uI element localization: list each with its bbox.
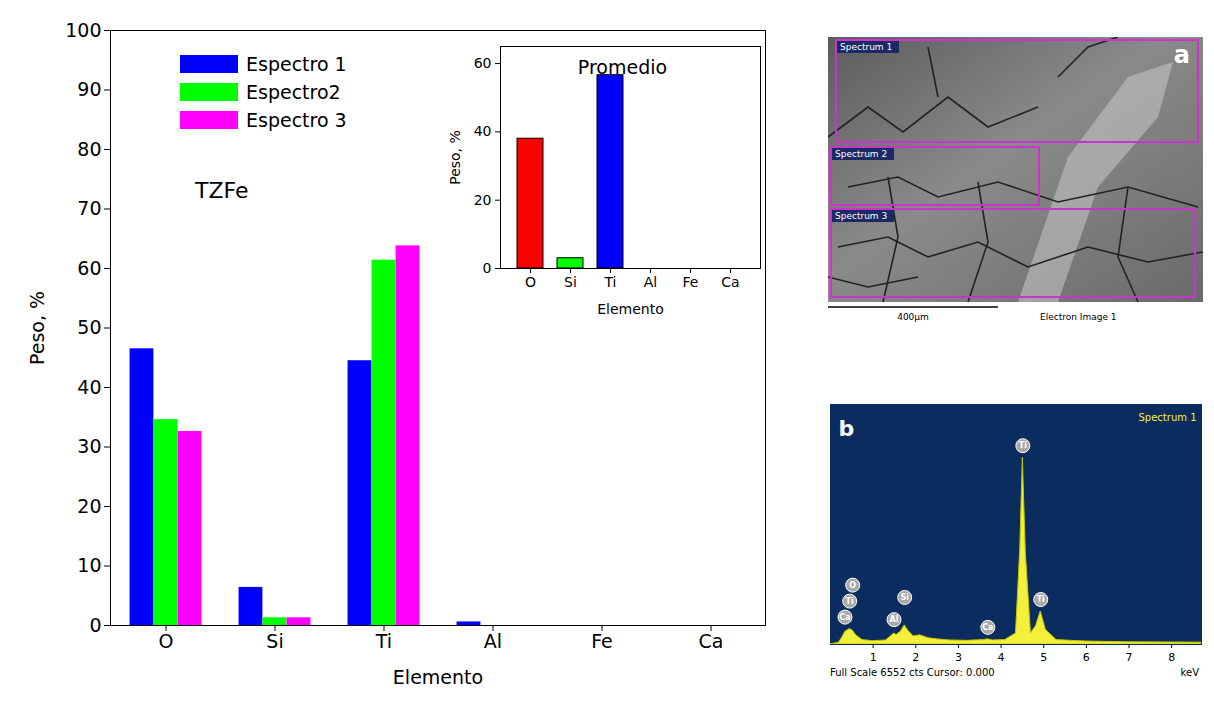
svg-text:80: 80: [77, 138, 101, 160]
svg-text:O: O: [525, 274, 536, 290]
svg-text:Ti: Ti: [375, 630, 392, 652]
svg-text:Ca: Ca: [699, 630, 724, 652]
svg-text:Si: Si: [900, 593, 909, 602]
svg-text:Fe: Fe: [591, 630, 613, 652]
svg-text:Spectrum 3: Spectrum 3: [835, 211, 887, 221]
svg-text:2: 2: [912, 651, 919, 664]
svg-text:6: 6: [1083, 651, 1090, 664]
svg-text:O: O: [849, 581, 856, 590]
svg-text:Ti: Ti: [1019, 441, 1027, 450]
html-text:TZFe: TZFe: [195, 178, 249, 203]
html-text:Espectro 1: Espectro 1: [246, 53, 347, 75]
svg-text:40: 40: [474, 123, 492, 139]
svg-text:7: 7: [1126, 651, 1133, 664]
svg-text:Al: Al: [644, 274, 657, 290]
svg-text:90: 90: [77, 78, 101, 100]
svg-text:Spectrum 1: Spectrum 1: [1139, 412, 1197, 423]
svg-text:Electron Image 1: Electron Image 1: [1040, 312, 1117, 322]
svg-text:50: 50: [77, 316, 101, 338]
svg-text:Ti: Ti: [846, 597, 854, 606]
svg-text:3: 3: [955, 651, 962, 664]
html-text:Espectro2: Espectro2: [246, 81, 341, 103]
svg-text:a: a: [1174, 41, 1190, 69]
svg-text:70: 70: [77, 197, 101, 219]
html-text:Espectro 3: Espectro 3: [246, 109, 347, 131]
svg-text:Peso, %: Peso, %: [26, 291, 48, 365]
svg-text:Fe: Fe: [683, 274, 699, 290]
svg-text:10: 10: [77, 554, 101, 576]
svg-text:5: 5: [1040, 651, 1047, 664]
svg-text:Ti: Ti: [603, 274, 616, 290]
html-text:Full Scale 6552 cts Cursor: 0.: Full Scale 6552 cts Cursor: 0.000: [830, 667, 995, 678]
svg-text:20: 20: [77, 495, 101, 517]
svg-text:Al: Al: [890, 615, 899, 624]
svg-text:0: 0: [89, 614, 101, 636]
svg-text:40: 40: [77, 376, 101, 398]
svg-text:b: b: [839, 416, 855, 441]
svg-text:Si: Si: [266, 630, 283, 652]
svg-text:1: 1: [870, 651, 877, 664]
svg-text:Elemento: Elemento: [597, 301, 664, 317]
svg-text:100: 100: [65, 19, 101, 41]
svg-text:Si: Si: [564, 274, 577, 290]
svg-text:400µm: 400µm: [897, 312, 929, 322]
svg-text:Promedio: Promedio: [578, 56, 667, 78]
svg-text:Ca: Ca: [721, 274, 739, 290]
svg-text:Spectrum 1: Spectrum 1: [840, 42, 892, 52]
svg-text:Spectrum 2: Spectrum 2: [835, 149, 887, 159]
svg-text:Ca: Ca: [982, 623, 993, 632]
svg-text:60: 60: [474, 55, 492, 71]
svg-text:Ca: Ca: [839, 613, 850, 622]
svg-text:8: 8: [1168, 651, 1175, 664]
svg-text:20: 20: [474, 192, 492, 208]
svg-text:Elemento: Elemento: [393, 666, 483, 688]
html-text:keV: keV: [1180, 667, 1199, 678]
svg-text:Peso, %: Peso, %: [447, 130, 463, 185]
svg-text:60: 60: [77, 257, 101, 279]
svg-text:30: 30: [77, 435, 101, 457]
svg-text:Al: Al: [484, 630, 502, 652]
svg-text:4: 4: [998, 651, 1005, 664]
svg-text:0: 0: [483, 260, 492, 276]
svg-text:O: O: [159, 630, 174, 652]
svg-text:Ti: Ti: [1037, 595, 1045, 604]
